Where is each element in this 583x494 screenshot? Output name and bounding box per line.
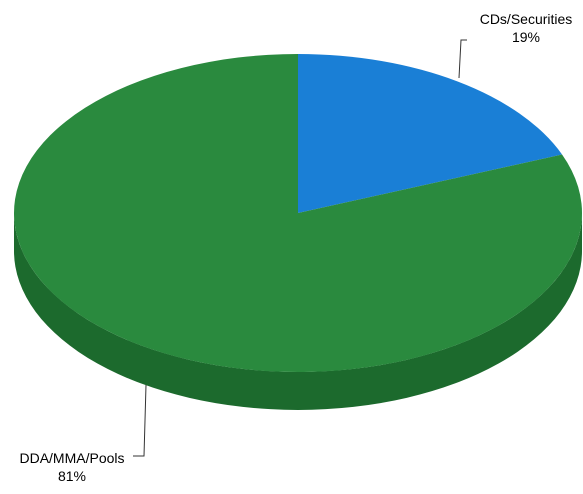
dda-mma-pools-leader-line <box>133 384 147 457</box>
cds-securities-slice <box>298 54 563 213</box>
dda-mma-pools-slice <box>14 53 583 372</box>
dda-mma-pools-value: 81% <box>58 468 86 484</box>
cds-securities-label: CDs/Securities <box>480 11 573 27</box>
pie-top-layer <box>14 53 583 372</box>
cds-securities-leader-line <box>458 39 467 79</box>
dda-mma-pools-label: DDA/MMA/Pools <box>19 450 124 466</box>
dda-mma-pools-slice-side <box>14 213 582 410</box>
pie-side-layer <box>14 213 582 410</box>
cds-securities-value: 19% <box>512 29 540 45</box>
